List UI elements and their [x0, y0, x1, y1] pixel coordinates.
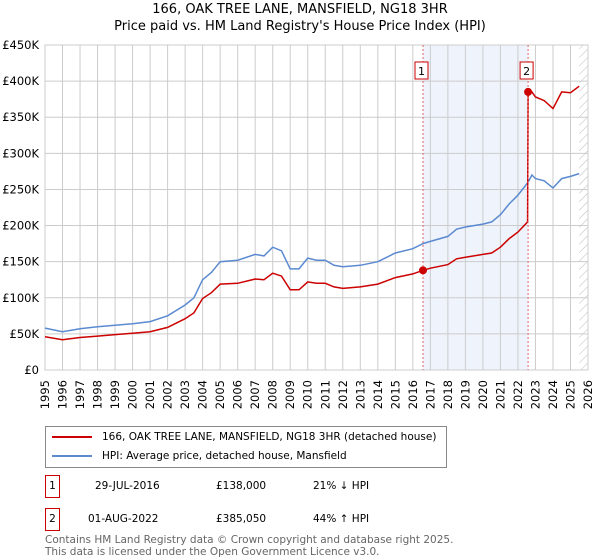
x-tick-label: 2025 [563, 380, 577, 409]
x-tick-label: 2015 [388, 380, 402, 409]
x-tick-label: 2026 [581, 380, 595, 409]
y-tick-label: £200K [2, 219, 39, 233]
sale-point [418, 266, 427, 275]
sale-row: 1 29-JUL-2016 £138,000 21% ↓ HPI [45, 475, 545, 498]
price-chart: £0 £50K £100K £150K £200K £250K £300K £350K £400… [2, 38, 595, 409]
x-tick-label: 1999 [108, 380, 122, 409]
sale-row: 2 01-AUG-2022 £385,050 44% ↑ HPI [45, 508, 545, 531]
sale-delta: 44% ↑ HPI [313, 513, 370, 525]
x-tick-label: 2012 [336, 380, 350, 409]
x-tick-label: 2017 [423, 380, 437, 409]
legend-item-hpi: HPI: Average price, detached house, Mans… [52, 448, 347, 464]
x-tick-label: 2008 [266, 380, 280, 409]
y-tick-label: £50K [10, 327, 40, 341]
x-tick-label: 2019 [458, 380, 472, 409]
x-tick-label: 1998 [91, 380, 105, 409]
sale-marker-badge [519, 61, 534, 80]
x-tick-label: 2013 [353, 380, 367, 409]
x-tick-label: 2005 [213, 380, 227, 409]
x-tick-label: 2009 [283, 380, 297, 409]
x-tick-label: 2007 [248, 380, 262, 409]
x-tick-label: 2010 [301, 380, 315, 409]
property-price-line [44, 85, 580, 341]
legend-label: 166, OAK TREE LANE, MANSFIELD, NG18 3HR … [102, 431, 437, 443]
legend-swatch-blue [52, 455, 92, 457]
y-tick-label: £300K [2, 146, 39, 160]
x-tick-label: 2022 [511, 380, 525, 409]
legend: 166, OAK TREE LANE, MANSFIELD, NG18 3HR … [45, 426, 447, 468]
sale-price: £385,050 [216, 513, 267, 525]
x-tick-label: 1997 [73, 380, 87, 409]
y-tick-label: £0 [24, 363, 39, 377]
future-hatch [579, 45, 588, 370]
sale-point [524, 87, 533, 96]
x-tick-label: 2021 [493, 380, 507, 409]
legend-label: HPI: Average price, detached house, Mans… [102, 450, 347, 462]
plot-border [44, 44, 589, 371]
y-tick-label: £400K [2, 74, 39, 88]
chart-title: 166, OAK TREE LANE, MANSFIELD, NG18 3HR [152, 2, 448, 17]
sale-marker-badge [414, 61, 429, 80]
x-tick-label: 2020 [476, 380, 490, 409]
y-tick-label: £350K [2, 110, 39, 124]
x-tick-label: 2002 [161, 380, 175, 409]
x-tick-label: 2000 [126, 380, 140, 409]
x-tick-label: 2011 [318, 380, 332, 409]
x-tick-label: 2024 [546, 380, 560, 409]
x-tick-label: 1996 [56, 380, 70, 409]
footer-copyright: Contains HM Land Registry data © Crown c… [45, 534, 454, 546]
x-tick-label: 2006 [231, 380, 245, 409]
sale-badge: 1 [45, 475, 60, 498]
hpi-line [44, 172, 580, 333]
x-tick-label: 2003 [178, 380, 192, 409]
y-tick-label: £450K [2, 38, 39, 52]
x-tick-label: 2016 [406, 380, 420, 409]
sale-marker-label: 1 [418, 65, 425, 78]
x-tick-label: 2004 [196, 380, 210, 409]
sale-date: 01-AUG-2022 [88, 513, 159, 525]
legend-swatch-red [52, 436, 92, 438]
y-tick-label: £250K [2, 182, 39, 196]
x-tick-label: 2001 [143, 380, 157, 409]
sale-date: 29-JUL-2016 [95, 480, 160, 492]
chart-subtitle: Price paid vs. HM Land Registry's House … [114, 19, 486, 34]
legend-item-property: 166, OAK TREE LANE, MANSFIELD, NG18 3HR … [52, 429, 436, 445]
sale-badge: 2 [45, 508, 60, 531]
y-tick-label: £150K [2, 255, 39, 269]
x-tick-label: 2018 [441, 380, 455, 409]
shaded-period [422, 45, 529, 370]
sale-delta: 21% ↓ HPI [313, 480, 370, 492]
sale-price: £138,000 [216, 480, 267, 492]
sale-marker-label: 2 [523, 65, 530, 78]
x-tick-label: 2014 [371, 380, 385, 409]
footer-licence: This data is licensed under the Open Gov… [45, 546, 380, 558]
x-tick-label: 2023 [528, 380, 542, 409]
x-tick-label: 1995 [38, 380, 52, 409]
y-tick-label: £100K [2, 291, 39, 305]
